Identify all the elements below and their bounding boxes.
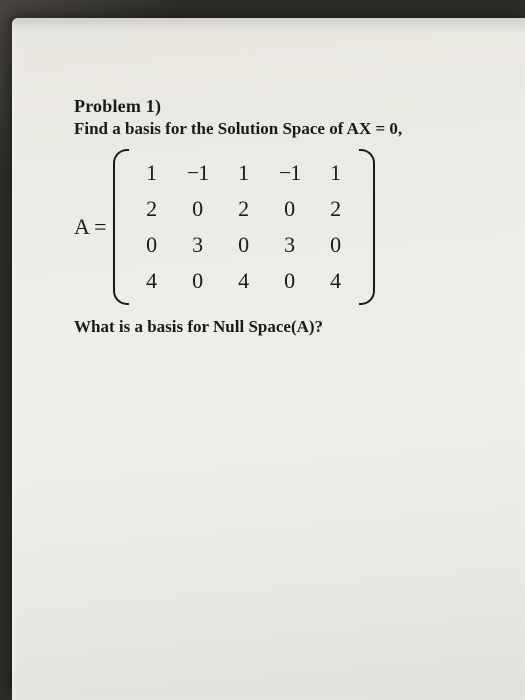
left-paren-icon <box>113 149 129 305</box>
matrix-cell: 3 <box>267 227 313 263</box>
matrix-cell: 0 <box>175 263 221 299</box>
matrix-cell: −1 <box>267 155 313 191</box>
table-row: 4 0 4 0 4 <box>129 263 359 299</box>
matrix-cell: 4 <box>221 263 267 299</box>
matrix-cell: 3 <box>175 227 221 263</box>
problem-title: Problem 1) <box>74 96 485 117</box>
table-row: 1 −1 1 −1 1 <box>129 155 359 191</box>
problem-content: Problem 1) Find a basis for the Solution… <box>74 96 485 337</box>
matrix-cell: 0 <box>267 191 313 227</box>
table-row: 0 3 0 3 0 <box>129 227 359 263</box>
matrix-equation: A = 1 −1 1 −1 1 2 0 2 0 <box>74 149 485 305</box>
matrix-A: 1 −1 1 −1 1 2 0 2 0 2 0 <box>113 149 375 305</box>
matrix-lhs: A = <box>74 214 107 240</box>
matrix-cell: 0 <box>221 227 267 263</box>
matrix-table: 1 −1 1 −1 1 2 0 2 0 2 0 <box>129 155 359 299</box>
matrix-cell: 0 <box>129 227 175 263</box>
matrix-cell: 2 <box>129 191 175 227</box>
matrix-cell: 0 <box>267 263 313 299</box>
matrix-cell: 0 <box>175 191 221 227</box>
problem-instruction: Find a basis for the Solution Space of A… <box>74 119 485 139</box>
matrix-cell: 4 <box>129 263 175 299</box>
right-paren-icon <box>359 149 375 305</box>
paper-page: Problem 1) Find a basis for the Solution… <box>12 18 525 700</box>
matrix-cell: 2 <box>221 191 267 227</box>
matrix-cell: 1 <box>313 155 359 191</box>
matrix-cell: 4 <box>313 263 359 299</box>
table-row: 2 0 2 0 2 <box>129 191 359 227</box>
matrix-cell: 2 <box>313 191 359 227</box>
matrix-cell: 1 <box>129 155 175 191</box>
problem-question: What is a basis for Null Space(A)? <box>74 317 485 337</box>
matrix-cell: −1 <box>175 155 221 191</box>
matrix-cell: 1 <box>221 155 267 191</box>
matrix-cell: 0 <box>313 227 359 263</box>
